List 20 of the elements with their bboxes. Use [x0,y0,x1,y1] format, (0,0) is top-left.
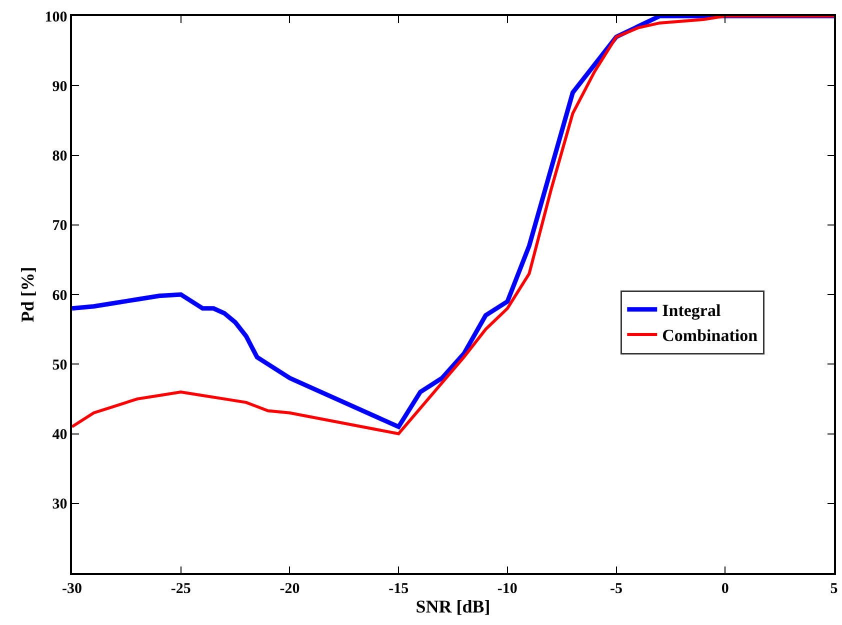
x-axis-title: SNR [dB] [416,596,490,616]
y-tick-label: 90 [52,78,68,95]
legend-label: Integral [662,301,721,320]
y-axis-title: Pd [%] [17,266,38,322]
x-tick-label: -5 [610,580,623,597]
x-tick-label: -10 [497,580,518,597]
x-tick-label: 0 [721,580,729,597]
x-tick-label: -30 [62,580,82,597]
x-tick-label: -15 [388,580,409,597]
y-tick-label: 100 [44,9,68,26]
y-tick-label: 60 [52,288,68,304]
x-tick-label: -25 [170,580,191,597]
y-tick-label: 40 [52,427,68,443]
x-tick-label: -20 [280,580,300,597]
y-tick-label: 50 [52,357,68,374]
legend-label: Combination [662,326,758,346]
y-tick-label: 30 [52,496,68,513]
y-tick-label: 70 [52,218,68,234]
x-tick-label: 5 [830,580,838,597]
y-tick-label: 80 [52,148,68,164]
